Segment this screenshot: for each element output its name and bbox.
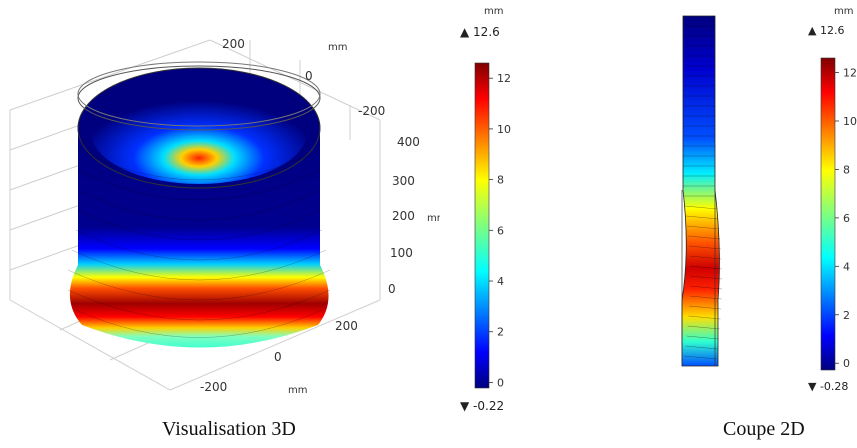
colorbar-ticks: 12 10 8 6 4 2 0 <box>489 72 511 389</box>
colorbar-gradient <box>474 62 490 389</box>
max-value-label: ▲ 12.6 <box>460 25 500 39</box>
colorbar-tick-label: 0 <box>497 376 504 389</box>
colorbar-tick-label: 2 <box>497 326 504 339</box>
mesh-line <box>689 275 723 280</box>
right-colorbar: mm ▲ 12.6 12 10 8 6 4 2 0 ▼ -0.28 <box>808 6 857 393</box>
mesh-line <box>689 285 722 290</box>
max-value-label: ▲ 12.6 <box>808 24 844 37</box>
mesh-line <box>687 225 720 230</box>
x-tick-label: -200 <box>358 104 385 118</box>
colorbar-gradient <box>820 57 836 371</box>
colorbar-tick-label: 10 <box>497 123 511 136</box>
left-3d-plot: 200 0 -200 mm 400 300 200 100 0 mm 200 0… <box>9 37 440 396</box>
min-value-label: ▼ -0.22 <box>460 399 504 413</box>
z-tick-label: 200 <box>392 209 415 223</box>
right-caption: Coupe 2D <box>723 418 805 440</box>
z-tick-label: 300 <box>392 174 415 188</box>
y-tick-label: 200 <box>335 319 358 333</box>
section-mesh-lines <box>683 25 723 360</box>
mesh-line <box>685 345 718 350</box>
colorbar-tick-label: 0 <box>843 357 850 370</box>
y-tick-label: 0 <box>274 350 282 364</box>
mesh-line <box>686 215 719 220</box>
colorbar-unit: mm <box>484 6 503 17</box>
z-axis-unit: mm <box>427 213 440 224</box>
mesh-line <box>687 325 720 330</box>
x-axis-unit: mm <box>328 42 347 53</box>
x-tick-label: 0 <box>305 69 313 83</box>
right-2d-section <box>681 15 723 367</box>
mesh-line <box>684 355 717 360</box>
colorbar-tick-label: 2 <box>843 309 850 322</box>
z-tick-label: 100 <box>390 246 413 260</box>
mesh-line <box>689 255 722 260</box>
x-tick-label: 200 <box>222 37 245 51</box>
colorbar-unit: mm <box>834 6 853 17</box>
min-value-label: ▼ -0.28 <box>808 380 848 393</box>
colorbar-tick-label: 8 <box>843 163 850 176</box>
colorbar-tick-label: 6 <box>497 224 504 237</box>
mesh-line <box>688 315 721 320</box>
deformed-section <box>681 15 720 367</box>
left-caption: Visualisation 3D <box>162 418 296 440</box>
colorbar-tick-label: 10 <box>843 115 857 128</box>
mesh-line <box>689 305 722 310</box>
colorbar-tick-label: 8 <box>497 174 504 187</box>
colorbar-tick-label: 6 <box>843 212 850 225</box>
undeformed-outline <box>681 190 716 366</box>
y-axis-unit: mm <box>288 385 307 396</box>
colorbar-tick-label: 4 <box>843 260 850 273</box>
colorbar-tick-label: 12 <box>843 67 857 80</box>
z-tick-label: 400 <box>397 135 420 149</box>
mesh-line <box>684 205 717 210</box>
y-tick-label: -200 <box>200 380 227 394</box>
colorbar-tick-label: 4 <box>497 275 504 288</box>
cylinder-surface <box>67 61 331 348</box>
mesh-line <box>689 295 722 300</box>
colorbar-ticks: 12 10 8 6 4 2 0 <box>835 67 857 370</box>
mesh-line <box>688 245 721 250</box>
mesh-line <box>689 265 722 270</box>
left-colorbar: mm ▲ 12.6 12 10 8 6 4 2 0 ▼ -0.22 <box>460 6 511 413</box>
mesh-line <box>686 335 719 340</box>
z-tick-label: 0 <box>388 282 396 296</box>
colorbar-tick-label: 12 <box>497 72 511 85</box>
mesh-line <box>688 235 721 240</box>
